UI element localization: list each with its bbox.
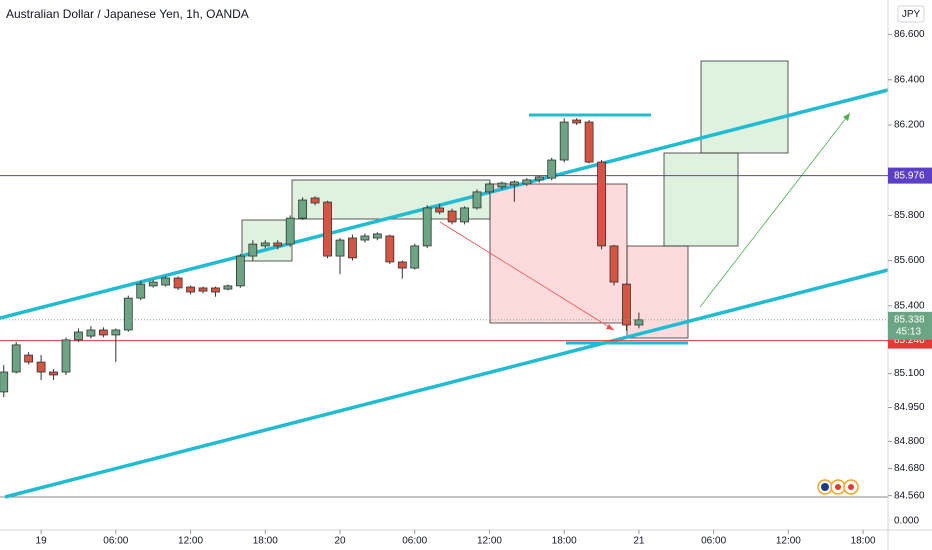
candle-body [547, 159, 557, 179]
candle-body [335, 239, 345, 257]
y-tick-label: 85.400 [894, 300, 925, 311]
candle-body [223, 285, 233, 290]
candle-body [11, 344, 21, 373]
candle-body [74, 331, 83, 341]
candle-body [372, 233, 382, 239]
candle-body [360, 235, 370, 241]
candle-body [460, 207, 469, 223]
x-tick-label: 06:00 [103, 536, 128, 547]
candle-body [36, 361, 46, 373]
zone [489, 183, 628, 324]
chart-title: Australian Dollar / Japanese Yen, 1h, OA… [6, 7, 249, 21]
flag-icon [835, 484, 841, 490]
currency-label: JPY [902, 9, 921, 20]
arrow-head [843, 113, 850, 121]
candle-body [298, 199, 308, 219]
candle-body [61, 339, 71, 373]
candle-body [634, 319, 644, 326]
candle-body [285, 217, 295, 245]
candle-body [447, 210, 457, 223]
y-tick-label: 84.680 [894, 463, 925, 474]
candle-body [49, 371, 58, 376]
y-tick-label: 86.600 [894, 29, 925, 40]
y-tick-label: 84.800 [894, 436, 925, 447]
y-tick-label: 84.950 [894, 402, 925, 413]
y-tick-label: 85.100 [894, 368, 925, 379]
x-tick-label: 19 [36, 536, 48, 547]
candle-body [273, 242, 283, 247]
candle-body [559, 121, 569, 161]
candle-body [186, 286, 195, 293]
x-tick-label: 06:00 [402, 536, 427, 547]
arrow-head [606, 324, 614, 330]
candle-body [422, 207, 432, 247]
arrow [439, 221, 615, 331]
trend-line [4, 268, 889, 499]
candle-body [235, 255, 245, 287]
candle-body [397, 261, 407, 269]
candle-body [509, 181, 519, 186]
x-tick-label: 20 [334, 536, 346, 547]
x-tick-label: 18:00 [253, 536, 278, 547]
candle-body [597, 161, 606, 247]
candle-body [410, 245, 420, 269]
candle-body [123, 297, 133, 331]
candle-body [522, 179, 532, 185]
zone [663, 152, 739, 247]
x-tick-label: 06:00 [701, 536, 726, 547]
candle-body [572, 119, 582, 124]
candle-body [435, 207, 445, 213]
x-tick-label: 18:00 [552, 536, 577, 547]
candle-body [24, 354, 34, 363]
flag-icon [848, 484, 854, 490]
candle-body [198, 287, 208, 292]
candle-body [609, 245, 619, 283]
countdown-label: 45:13 [896, 326, 921, 337]
drawings [0, 60, 889, 499]
currency-button[interactable] [897, 5, 925, 23]
y-tick-label: 86.200 [894, 120, 925, 131]
candle-body [98, 329, 108, 336]
candle-body [211, 287, 220, 293]
candle-body [534, 176, 544, 181]
candle-body [111, 329, 121, 336]
x-tick-label: 12:00 [178, 536, 203, 547]
last-price-tag [888, 311, 932, 340]
candle-body [385, 235, 395, 263]
zone [700, 60, 789, 154]
price-tag [888, 167, 932, 184]
candle-body [248, 243, 258, 257]
candle-body [472, 191, 482, 209]
flag-icon [821, 483, 829, 491]
trend-line [0, 88, 889, 320]
price-tag-label: 85.246 [894, 335, 925, 346]
y-tick-label: 85.600 [894, 255, 925, 266]
candle-body [161, 277, 171, 286]
x-tick-label: 18:00 [851, 536, 876, 547]
candle-body [497, 182, 507, 188]
candle-body [622, 283, 631, 326]
candle-body [136, 283, 146, 299]
y-tick-label: 85.800 [894, 210, 925, 221]
candle-body [310, 197, 320, 204]
x-tick-label: 21 [633, 536, 645, 547]
arrow [699, 112, 851, 308]
candle-body [148, 281, 158, 287]
last-price-label: 85.338 [894, 314, 925, 325]
candle-body [348, 237, 357, 259]
candle-body [485, 183, 494, 193]
candle-body [323, 201, 332, 257]
y-tick-label: 84.560 [894, 490, 925, 501]
candle-body [584, 121, 594, 163]
candle-body [86, 329, 96, 337]
candle-body [260, 242, 270, 247]
scale-base-label: 0.000 [894, 516, 919, 527]
y-tick-label: 86.400 [894, 74, 925, 85]
candle-body [0, 371, 9, 393]
x-tick-label: 12:00 [477, 536, 502, 547]
price-tag-label: 85.976 [894, 170, 925, 181]
x-tick-label: 12:00 [776, 536, 801, 547]
candle-body [173, 277, 183, 289]
